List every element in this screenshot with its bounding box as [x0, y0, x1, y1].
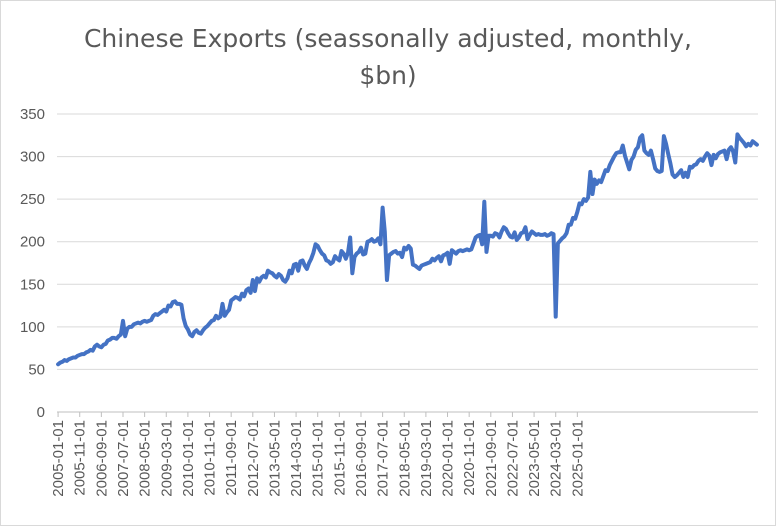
x-tick-label: 2013-05-01: [266, 420, 283, 497]
x-tick-label: 2021-09-01: [483, 420, 500, 497]
x-tick-label: 2007-07-01: [115, 420, 132, 497]
chart-title: Chinese Exports (seassonally adjusted, m…: [0, 20, 776, 94]
x-tick-label: 2008-05-01: [137, 420, 154, 497]
x-tick-label: 2009-03-01: [158, 420, 175, 497]
chart-title-line-1: Chinese Exports (seassonally adjusted, m…: [83, 24, 693, 53]
y-tick-label: 350: [20, 106, 45, 123]
x-tick-label: 2020-01-01: [440, 420, 457, 497]
x-tick-label: 2018-05-01: [396, 420, 413, 497]
x-tick-label: 2012-07-01: [245, 420, 262, 497]
x-tick-label: 2005-01-01: [50, 420, 67, 497]
y-tick-label: 100: [20, 319, 45, 336]
x-tick-label: 2025-01-01: [569, 420, 586, 497]
y-tick-label: 50: [28, 361, 45, 378]
y-tick-label: 200: [20, 234, 45, 251]
chart-title-line-2: $bn): [359, 61, 417, 90]
x-tick-label: 2015-11-01: [331, 420, 348, 496]
x-tick-label: 2024-03-01: [548, 420, 565, 497]
x-tick-label: 2014-03-01: [288, 420, 305, 497]
y-tick-label: 0: [37, 404, 45, 421]
x-tick-label: 2005-11-01: [72, 420, 89, 496]
series-line: [56, 132, 759, 367]
x-tick-label: 2016-09-01: [353, 420, 370, 497]
x-tick-label: 2010-11-01: [202, 420, 219, 496]
y-tick-label: 300: [20, 149, 45, 166]
y-tick-label: 250: [20, 191, 45, 208]
x-tick-label: 2011-09-01: [223, 420, 240, 496]
x-tick-label: 2020-11-01: [461, 420, 478, 496]
x-tick-label: 2017-07-01: [375, 420, 392, 497]
x-tick-label: 2022-07-01: [504, 420, 521, 497]
x-tick-label: 2023-05-01: [526, 420, 543, 497]
x-tick-label: 2006-09-01: [93, 420, 110, 497]
x-tick-label: 2019-03-01: [418, 420, 435, 497]
x-tick-label: 2015-01-01: [310, 420, 327, 497]
x-tick-label: 2010-01-01: [180, 420, 197, 497]
y-tick-label: 150: [20, 276, 45, 293]
